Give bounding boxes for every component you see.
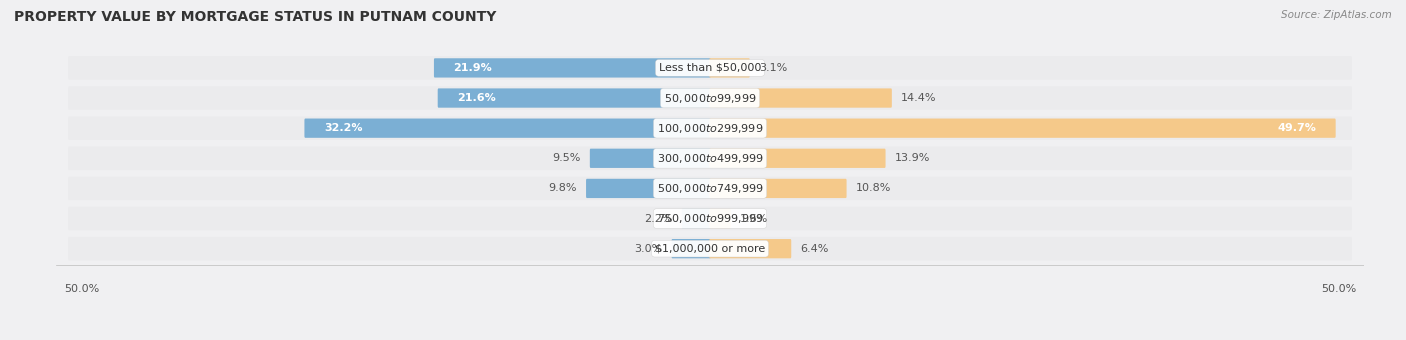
Text: $300,000 to $499,999: $300,000 to $499,999 <box>657 152 763 165</box>
Text: $500,000 to $749,999: $500,000 to $749,999 <box>657 182 763 195</box>
Text: 3.1%: 3.1% <box>759 63 787 73</box>
FancyBboxPatch shape <box>437 88 711 108</box>
Text: $1,000,000 or more: $1,000,000 or more <box>655 244 765 254</box>
FancyBboxPatch shape <box>672 239 711 258</box>
FancyBboxPatch shape <box>682 209 711 228</box>
FancyBboxPatch shape <box>709 209 731 228</box>
Text: 13.9%: 13.9% <box>894 153 931 163</box>
Text: 21.9%: 21.9% <box>454 63 492 73</box>
FancyBboxPatch shape <box>709 149 886 168</box>
Text: 49.7%: 49.7% <box>1277 123 1316 133</box>
Text: 9.8%: 9.8% <box>548 183 576 193</box>
Text: $50,000 to $99,999: $50,000 to $99,999 <box>664 91 756 104</box>
FancyBboxPatch shape <box>67 116 1353 140</box>
FancyBboxPatch shape <box>67 86 1353 110</box>
FancyBboxPatch shape <box>67 56 1353 80</box>
FancyBboxPatch shape <box>67 147 1353 170</box>
Text: Source: ZipAtlas.com: Source: ZipAtlas.com <box>1281 10 1392 20</box>
Text: 3.0%: 3.0% <box>634 244 662 254</box>
Text: 10.8%: 10.8% <box>856 183 891 193</box>
FancyBboxPatch shape <box>709 239 792 258</box>
FancyBboxPatch shape <box>709 179 846 198</box>
Text: 32.2%: 32.2% <box>323 123 363 133</box>
FancyBboxPatch shape <box>305 119 711 138</box>
Text: PROPERTY VALUE BY MORTGAGE STATUS IN PUTNAM COUNTY: PROPERTY VALUE BY MORTGAGE STATUS IN PUT… <box>14 10 496 24</box>
Text: 9.5%: 9.5% <box>553 153 581 163</box>
Text: 21.6%: 21.6% <box>457 93 496 103</box>
FancyBboxPatch shape <box>67 177 1353 200</box>
FancyBboxPatch shape <box>434 58 711 78</box>
FancyBboxPatch shape <box>709 119 1336 138</box>
Text: $100,000 to $299,999: $100,000 to $299,999 <box>657 122 763 135</box>
Text: Less than $50,000: Less than $50,000 <box>659 63 761 73</box>
Text: $750,000 to $999,999: $750,000 to $999,999 <box>657 212 763 225</box>
Text: 1.6%: 1.6% <box>740 214 769 223</box>
FancyBboxPatch shape <box>709 88 891 108</box>
Text: 6.4%: 6.4% <box>800 244 830 254</box>
FancyBboxPatch shape <box>67 207 1353 230</box>
FancyBboxPatch shape <box>709 58 749 78</box>
Text: 14.4%: 14.4% <box>901 93 936 103</box>
FancyBboxPatch shape <box>586 179 711 198</box>
FancyBboxPatch shape <box>67 237 1353 260</box>
FancyBboxPatch shape <box>591 149 711 168</box>
Text: 2.2%: 2.2% <box>644 214 672 223</box>
